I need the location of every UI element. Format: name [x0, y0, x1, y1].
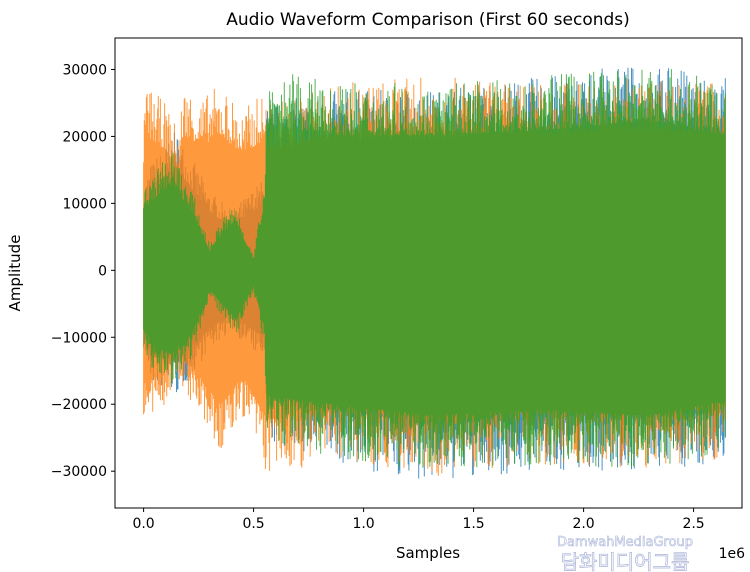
y-axis: 30000 20000 10000 0 −10000 −20000 −30000: [51, 62, 115, 480]
y-tick-label: −10000: [51, 330, 107, 346]
y-tick-label: 10000: [62, 196, 107, 212]
y-axis-label: Amplitude: [6, 235, 24, 312]
x-tick-label: 1.0: [352, 516, 374, 532]
axes-frame: [114, 37, 743, 509]
watermark-korean: 담화미디어그룹: [561, 550, 690, 572]
series-green-line: [143, 69, 726, 468]
x-tick-label: 0.0: [132, 516, 154, 532]
y-tick-label: 20000: [62, 129, 107, 145]
x-axis-label: Samples: [396, 544, 460, 562]
y-tick-label: 30000: [62, 62, 107, 78]
y-tick-label: −20000: [51, 397, 107, 413]
y-tick-label: 0: [98, 263, 107, 279]
x-tick-label: 1.5: [462, 516, 484, 532]
x-offset-label: 1e6: [719, 546, 746, 562]
watermark-latin: DamwahMediaGroup: [557, 535, 693, 550]
watermark: DamwahMediaGroup 담화미디어그룹: [557, 535, 694, 572]
x-axis: 0.0 0.5 1.0 1.5 2.0 2.5: [132, 508, 705, 532]
x-tick-label: 2.0: [572, 516, 594, 532]
plot-area: [143, 67, 726, 479]
chart-title: Audio Waveform Comparison (First 60 seco…: [226, 10, 630, 30]
x-tick-label: 0.5: [242, 516, 264, 532]
y-tick-label: −30000: [51, 464, 107, 480]
x-tick-label: 2.5: [682, 516, 704, 532]
